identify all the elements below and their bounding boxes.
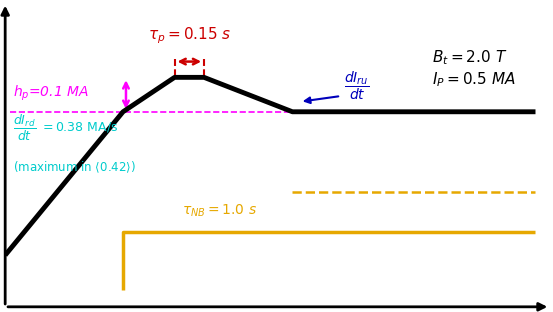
- Text: $h_p$=0.1 MA: $h_p$=0.1 MA: [13, 84, 88, 103]
- Text: $\tau_{NB} = 1.0$ s: $\tau_{NB} = 1.0$ s: [182, 202, 257, 219]
- Text: (maximum in $\langle$0.42$\rangle$): (maximum in $\langle$0.42$\rangle$): [13, 160, 135, 175]
- Text: $\dfrac{dI_{ru}}{dt}$: $\dfrac{dI_{ru}}{dt}$: [344, 70, 369, 102]
- Text: $\tau_p = 0.15$ s: $\tau_p = 0.15$ s: [148, 25, 231, 46]
- Text: $\dfrac{dI_{rd}}{dt}$ $= 0.38$ MA/s: $\dfrac{dI_{rd}}{dt}$ $= 0.38$ MA/s: [13, 113, 118, 143]
- Text: $B_t = 2.0\ T$
$I_P = 0.5\ MA$: $B_t = 2.0\ T$ $I_P = 0.5\ MA$: [432, 49, 517, 89]
